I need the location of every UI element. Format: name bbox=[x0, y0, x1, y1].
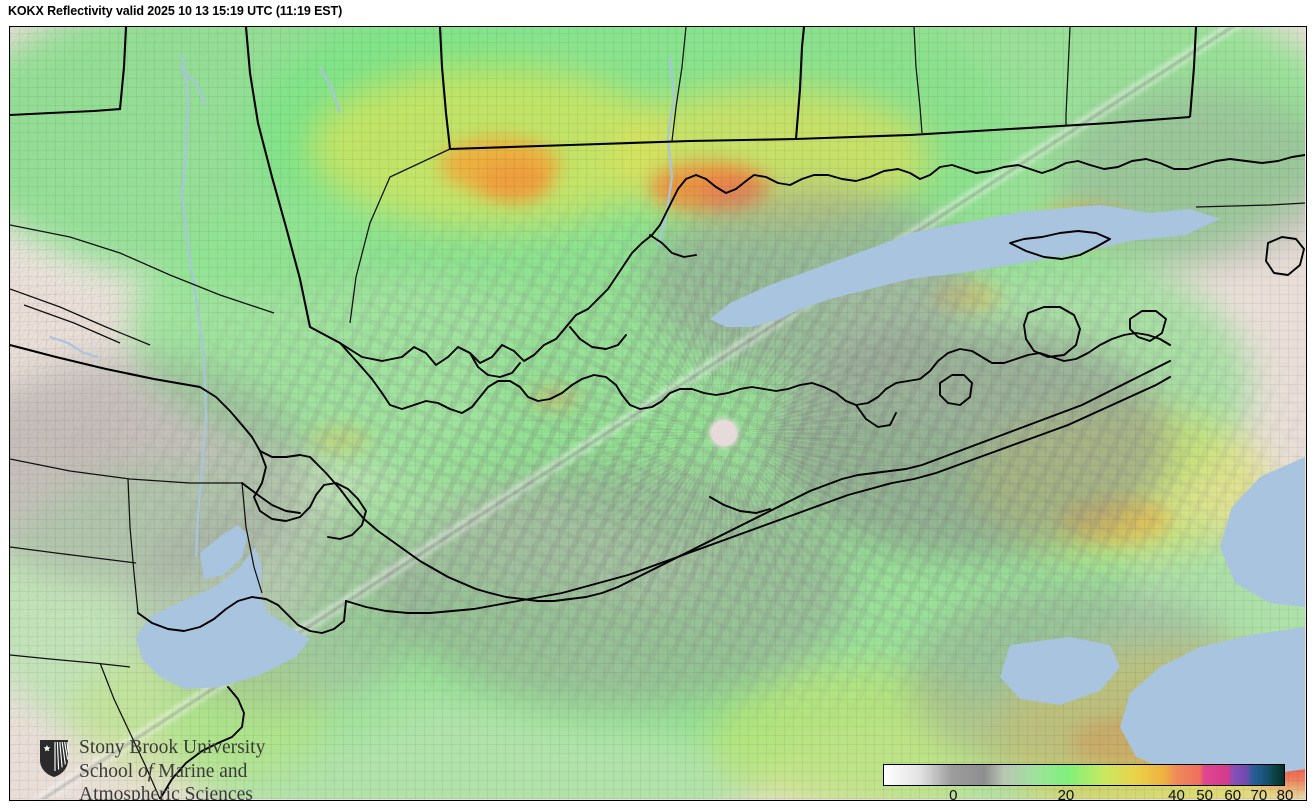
radar-map-canvas[interactable] bbox=[10, 27, 1305, 799]
radar-site-marker bbox=[711, 420, 737, 446]
colorbar-tick-80: 80 bbox=[1276, 787, 1294, 801]
colorbar-tick-0: 0 bbox=[949, 787, 958, 801]
logo-line-3: Atmospheric Sciences bbox=[79, 784, 253, 801]
logo-line2-italic: of bbox=[138, 760, 154, 782]
radar-map-frame[interactable]: Stony Brook University School of Marine … bbox=[9, 26, 1307, 801]
logo-line2-a: School bbox=[79, 760, 139, 782]
colorbar-gradient bbox=[883, 764, 1285, 786]
political-boundaries-layer bbox=[10, 27, 1305, 799]
colorbar-tick-labels: 0 20 40 50 60 70 80 bbox=[874, 787, 1294, 801]
sbu-logo-text: Stony Brook University School of Marine … bbox=[79, 736, 266, 801]
colorbar-tick-70: 70 bbox=[1250, 787, 1268, 801]
stony-brook-shield-icon bbox=[40, 740, 69, 777]
page-title: KOKX Reflectivity valid 2025 10 13 15:19… bbox=[8, 4, 343, 18]
colorbar-tick-20: 20 bbox=[1057, 787, 1075, 801]
water-bodies-layer bbox=[49, 54, 1305, 779]
sbu-logo: Stony Brook University School of Marine … bbox=[38, 736, 328, 801]
logo-line2-b: Marine and bbox=[153, 760, 248, 782]
colorbar-tick-50: 50 bbox=[1196, 787, 1213, 801]
colorbar-tick-40: 40 bbox=[1168, 787, 1185, 801]
logo-line-2: School of Marine and bbox=[79, 760, 265, 784]
reflectivity-colorbar: 0 20 40 50 60 70 80 bbox=[874, 762, 1294, 801]
colorbar-tick-60: 60 bbox=[1224, 787, 1242, 801]
logo-line-1: Stony Brook University bbox=[79, 737, 266, 758]
